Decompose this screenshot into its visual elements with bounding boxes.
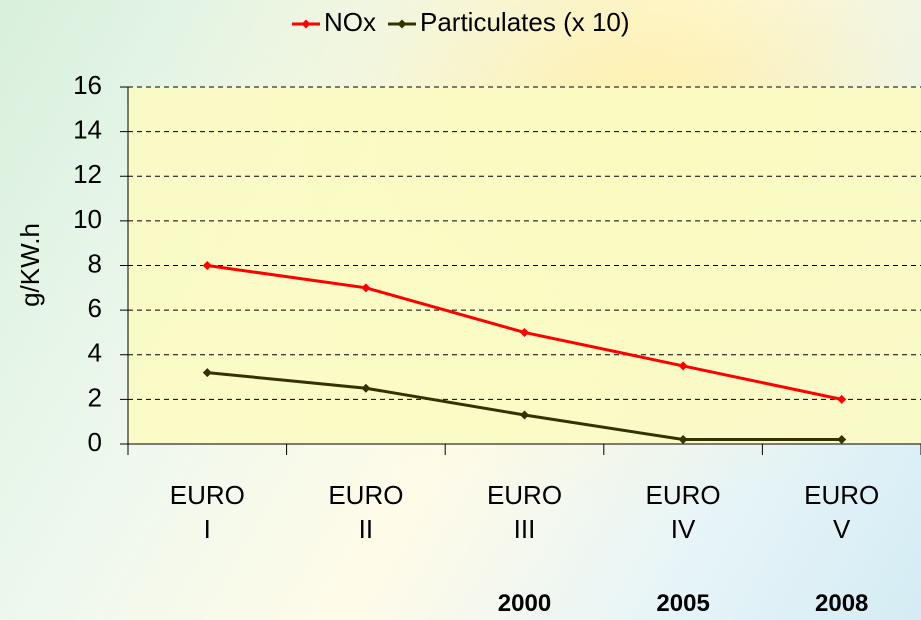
legend-marker — [301, 19, 311, 29]
year-label: 2005 — [656, 590, 710, 617]
y-tick-label: 14 — [73, 115, 102, 145]
year-label: 2000 — [497, 590, 552, 617]
y-tick-label: 10 — [73, 204, 102, 234]
year-label: 2008 — [814, 590, 869, 617]
y-tick-label: 0 — [88, 427, 102, 457]
y-tick-label: 16 — [73, 70, 102, 100]
x-tick-label: EURO IV — [645, 480, 721, 544]
legend-marker — [397, 19, 407, 29]
marker — [361, 283, 371, 293]
y-tick-label: 4 — [88, 338, 102, 368]
marker — [837, 394, 847, 404]
marker — [678, 435, 688, 445]
legend-label: Particulates (x 10) — [420, 7, 630, 37]
marker — [202, 261, 212, 270]
marker — [361, 383, 371, 393]
marker — [837, 435, 847, 445]
marker — [520, 410, 529, 420]
y-tick-label: 6 — [88, 293, 102, 323]
marker — [202, 368, 212, 378]
x-tick-label: EURO V — [804, 480, 880, 544]
x-tick-label: EURO II — [328, 480, 404, 544]
marker — [520, 327, 529, 337]
y-tick-label: 12 — [73, 159, 102, 189]
y-axis-label: g/KW.h — [15, 223, 45, 307]
y-tick-label: 2 — [88, 382, 102, 412]
marker — [678, 361, 688, 371]
x-tick-label: EURO I — [169, 480, 245, 544]
legend-label: NOx — [324, 7, 376, 37]
x-tick-label: EURO III — [486, 480, 563, 544]
y-tick-label: 8 — [88, 248, 102, 278]
